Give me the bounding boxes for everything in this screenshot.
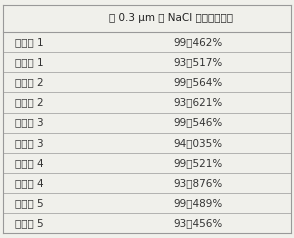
Text: 实施例 2: 实施例 2 <box>15 77 43 87</box>
Text: 99．521%: 99．521% <box>173 158 223 168</box>
Text: 对 0.3 μm 的 NaCl 微粒过滤效率: 对 0.3 μm 的 NaCl 微粒过滤效率 <box>108 13 233 24</box>
Text: 94．035%: 94．035% <box>173 138 223 148</box>
Text: 实施例 1: 实施例 1 <box>15 37 43 47</box>
Text: 99．546%: 99．546% <box>173 118 223 128</box>
Text: 实施例 3: 实施例 3 <box>15 118 43 128</box>
Text: 99．564%: 99．564% <box>173 77 223 87</box>
Text: 对照组 1: 对照组 1 <box>15 57 43 67</box>
Text: 实施例 5: 实施例 5 <box>15 198 43 208</box>
Text: 93．456%: 93．456% <box>173 218 223 228</box>
Text: 99．462%: 99．462% <box>173 37 223 47</box>
Text: 99．489%: 99．489% <box>173 198 223 208</box>
Text: 93．621%: 93．621% <box>173 98 223 108</box>
Text: 对照组 5: 对照组 5 <box>15 218 43 228</box>
Text: 实施例 4: 实施例 4 <box>15 158 43 168</box>
Text: 对照组 2: 对照组 2 <box>15 98 43 108</box>
Text: 对照组 3: 对照组 3 <box>15 138 43 148</box>
Text: 93．876%: 93．876% <box>173 178 223 188</box>
Text: 93．517%: 93．517% <box>173 57 223 67</box>
Text: 对照组 4: 对照组 4 <box>15 178 43 188</box>
